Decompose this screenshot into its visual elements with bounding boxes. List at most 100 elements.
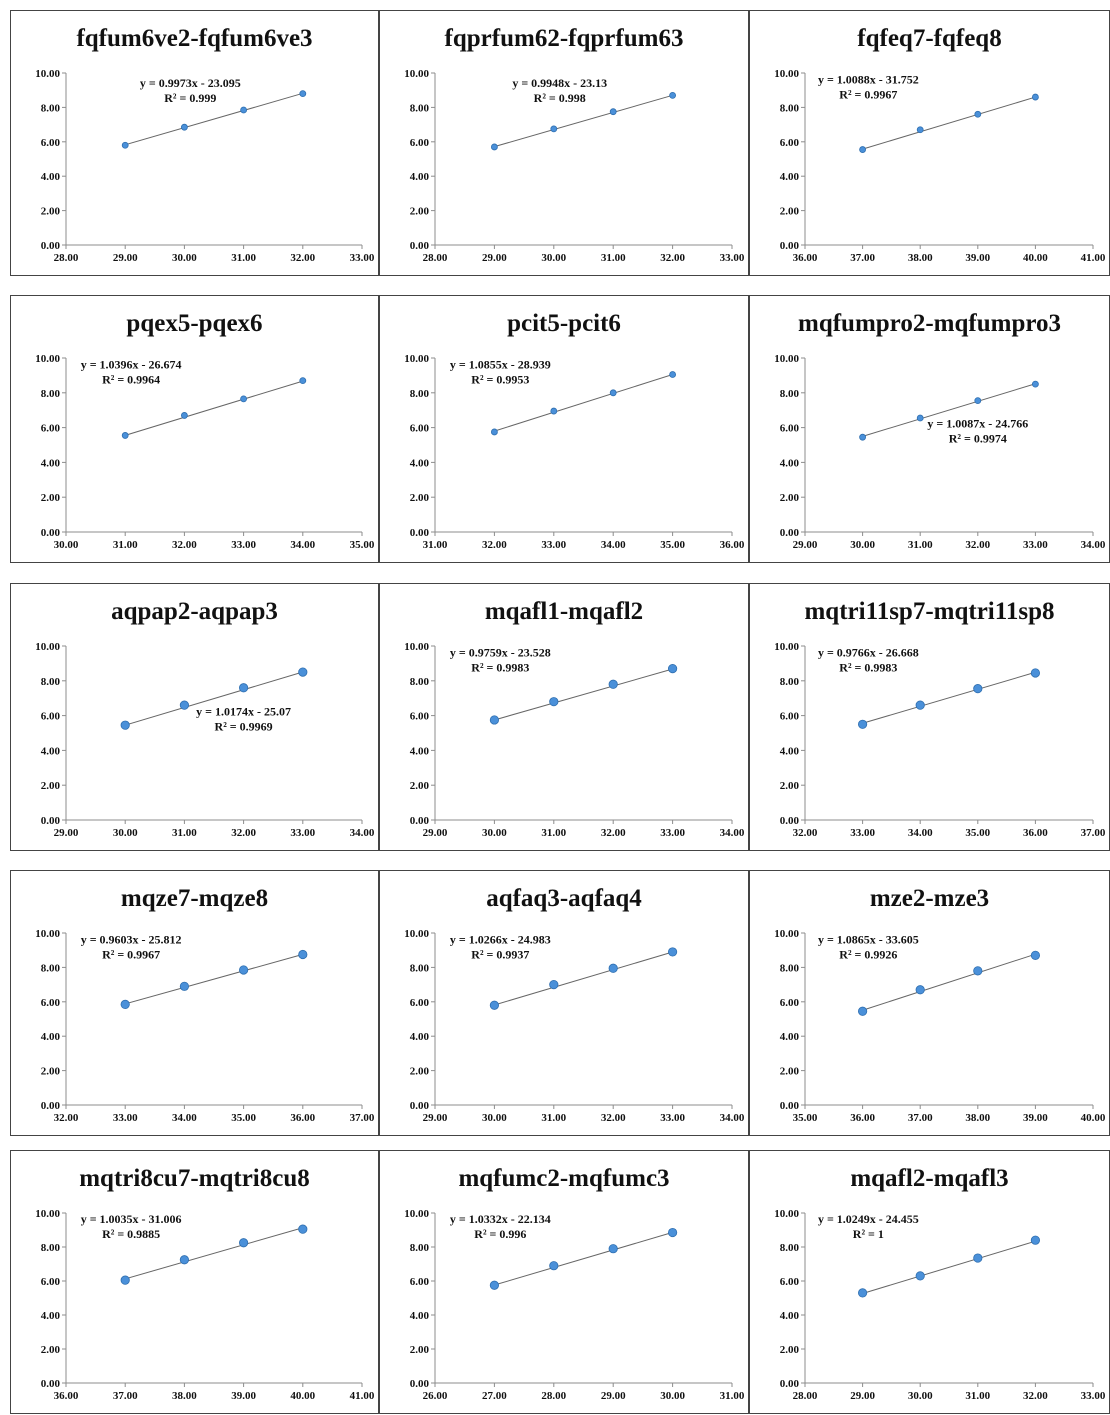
chart-plot: 0.00 2.00 4.00 6.00 8.00 10.00 32.00 33.00 34.00… [35, 928, 375, 1124]
y-tick-label: 6.00 [410, 997, 430, 1009]
x-tick-label: 29.00 [793, 539, 818, 551]
x-tick-label: 31.00 [720, 1390, 745, 1402]
y-tick-label: 0.00 [41, 815, 61, 827]
x-tick-label: 36.00 [1023, 827, 1048, 839]
x-tick-label: 33.00 [850, 827, 875, 839]
chart-plot: 0.00 2.00 4.00 6.00 8.00 10.00 36.00 37.00 38.00… [35, 1208, 375, 1402]
x-tick-label: 33.00 [541, 539, 566, 551]
y-tick-label: 10.00 [774, 1208, 799, 1220]
chart-panel: fqfeq7-fqfeq8 0.00 2.00 4.00 6.00 8.00 10.00 36… [749, 10, 1110, 276]
chart-panel: fqfum6ve2-fqfum6ve3 0.00 2.00 4.00 6.00 8.00 1… [10, 10, 379, 276]
data-point [491, 143, 498, 151]
data-point [240, 395, 248, 403]
y-tick-label: 4.00 [780, 457, 800, 469]
y-tick-label: 0.00 [41, 1100, 61, 1112]
y-tick-label: 10.00 [774, 928, 799, 940]
data-point [179, 700, 189, 710]
y-tick-label: 8.00 [410, 676, 430, 688]
y-tick-label: 6.00 [410, 137, 430, 149]
y-tick-label: 8.00 [410, 102, 430, 114]
trendline [125, 1227, 303, 1280]
chart-panel: mqfumpro2-mqfumpro3 0.00 2.00 4.00 6.00 8.00 1… [749, 295, 1110, 563]
data-point [298, 1224, 308, 1234]
chart-title: pcit5-pcit6 [507, 310, 621, 337]
x-tick-label: 31.00 [601, 252, 626, 264]
x-tick-label: 29.00 [601, 1390, 626, 1402]
chart-panel: aqfaq3-aqfaq4 0.00 2.00 4.00 6.00 8.00 10.00 29… [379, 870, 749, 1136]
data-point [1030, 668, 1040, 678]
x-tick-label: 28.00 [423, 252, 448, 264]
data-point [299, 377, 307, 385]
y-tick-label: 4.00 [41, 457, 61, 469]
x-tick-label: 31.00 [541, 1112, 566, 1124]
x-tick-label: 35.00 [660, 539, 685, 551]
trendline [125, 953, 303, 1005]
y-tick-label: 10.00 [774, 641, 799, 653]
trendline [862, 96, 1036, 150]
r-squared-label: R² = 0.9926 [839, 947, 897, 961]
data-point [550, 407, 558, 415]
trendline [494, 1231, 673, 1286]
trendline [862, 383, 1036, 437]
x-tick-label: 33.00 [660, 827, 685, 839]
y-tick-label: 2.00 [410, 492, 430, 504]
y-tick-label: 8.00 [410, 1242, 430, 1254]
y-tick-label: 8.00 [41, 1242, 61, 1254]
data-point [298, 667, 308, 677]
data-point [239, 965, 249, 975]
y-tick-label: 2.00 [780, 1066, 800, 1078]
x-tick-label: 36.00 [793, 252, 818, 264]
x-tick-label: 26.00 [423, 1390, 448, 1402]
data-point [240, 106, 248, 114]
x-tick-label: 35.00 [965, 827, 990, 839]
x-tick-label: 30.00 [850, 539, 875, 551]
x-tick-label: 31.00 [172, 827, 197, 839]
x-tick-label: 28.00 [541, 1390, 566, 1402]
y-tick-label: 4.00 [41, 171, 61, 183]
trendline [494, 373, 673, 432]
y-tick-label: 4.00 [410, 745, 430, 757]
x-tick-label: 33.00 [350, 252, 375, 264]
chart-plot: 0.00 2.00 4.00 6.00 8.00 10.00 26.00 27.00 28.00… [404, 1208, 745, 1402]
chart-plot: 0.00 2.00 4.00 6.00 8.00 10.00 36.00 37.00 38.00… [774, 68, 1106, 264]
chart-plot: 0.00 2.00 4.00 6.00 8.00 10.00 29.00 30.00 31.00… [35, 641, 375, 839]
trendline [862, 953, 1036, 1011]
data-point [1030, 1235, 1040, 1245]
equation-label: y = 0.9973x - 23.095 [140, 76, 241, 90]
data-point [973, 966, 983, 976]
y-tick-label: 10.00 [404, 641, 429, 653]
r-squared-label: R² = 0.9983 [839, 660, 897, 674]
x-tick-label: 34.00 [350, 827, 375, 839]
y-tick-label: 0.00 [410, 1378, 430, 1390]
data-point [239, 1238, 249, 1248]
x-tick-label: 30.00 [482, 827, 507, 839]
x-tick-label: 38.00 [172, 1390, 197, 1402]
x-tick-label: 29.00 [423, 1112, 448, 1124]
r-squared-label: R² = 0.998 [534, 91, 586, 105]
equation-label: y = 1.0087x - 24.766 [927, 417, 1028, 431]
y-tick-label: 6.00 [780, 711, 800, 723]
chart-plot: 0.00 2.00 4.00 6.00 8.00 10.00 30.00 31.00 32.00… [35, 353, 375, 551]
equation-label: y = 0.9759x - 23.528 [450, 645, 551, 659]
x-tick-label: 32.00 [601, 827, 626, 839]
chart-title: fqfeq7-fqfeq8 [857, 25, 1002, 52]
data-point [915, 985, 925, 995]
data-point [489, 715, 500, 725]
y-tick-label: 6.00 [41, 423, 61, 435]
y-tick-label: 2.00 [780, 206, 800, 218]
data-point [608, 679, 618, 689]
y-tick-label: 0.00 [41, 527, 61, 539]
data-point [179, 981, 189, 991]
x-tick-label: 31.00 [908, 539, 933, 551]
r-squared-label: R² = 0.9983 [471, 660, 529, 674]
y-tick-label: 10.00 [774, 68, 799, 80]
x-tick-label: 38.00 [908, 252, 933, 264]
r-squared-label: R² = 0.999 [164, 91, 216, 105]
data-point [549, 980, 559, 990]
equation-label: y = 1.0088x - 31.752 [818, 72, 919, 86]
y-tick-label: 8.00 [41, 388, 61, 400]
y-tick-label: 0.00 [410, 240, 430, 252]
trendline [862, 671, 1036, 724]
x-tick-label: 33.00 [1081, 1390, 1106, 1402]
y-tick-label: 2.00 [41, 780, 61, 792]
